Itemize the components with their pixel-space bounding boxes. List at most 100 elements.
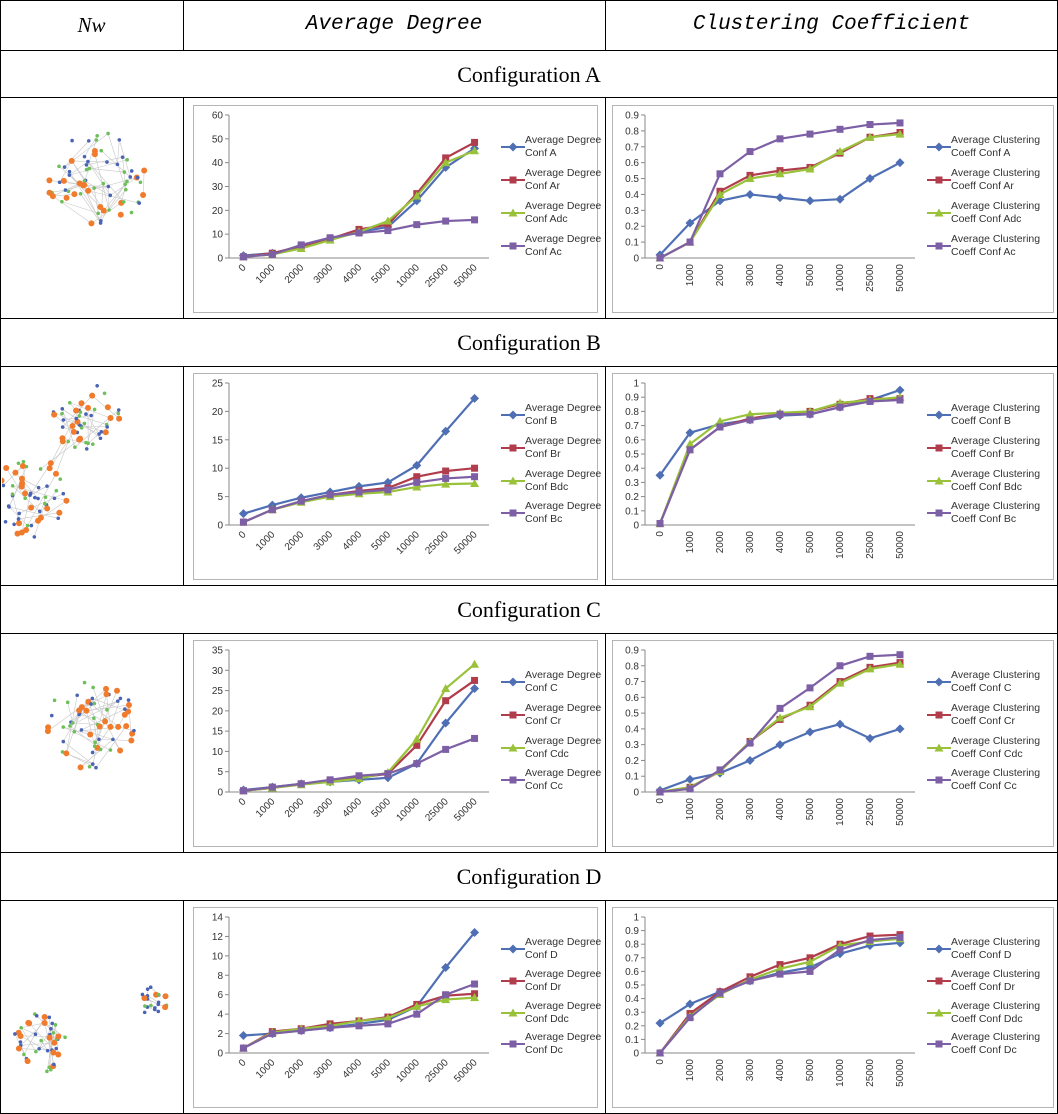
data-point	[776, 740, 785, 749]
x-tick-label: 10000	[835, 798, 846, 826]
network-node	[102, 182, 106, 186]
network-node	[123, 182, 127, 186]
legend-marker	[935, 945, 944, 954]
network-node	[95, 138, 99, 142]
legend-symbol	[501, 677, 525, 687]
legend-entry: Average Degree Conf Bc	[501, 500, 607, 526]
series-line	[660, 655, 900, 792]
network-node	[99, 221, 103, 225]
x-tick-label: 2000	[283, 1057, 307, 1081]
network-node	[13, 1032, 17, 1036]
network-node	[42, 1020, 48, 1026]
y-tick-label: 10	[212, 464, 224, 475]
network-node	[64, 195, 70, 201]
legend-symbol	[501, 142, 525, 152]
network-node	[77, 436, 83, 442]
network-node	[19, 1026, 23, 1030]
x-tick-label: 10000	[394, 262, 422, 290]
network-node	[68, 724, 72, 728]
y-tick-label: 0	[217, 254, 223, 265]
data-point	[657, 1050, 664, 1057]
legend-label: Average Clustering Coeff Conf Cdc	[951, 735, 1051, 761]
network-node	[69, 423, 75, 429]
network-node	[58, 180, 62, 184]
y-tick-label: 0.9	[625, 926, 639, 937]
x-tick-label: 3000	[745, 798, 756, 821]
legend-entry: Average Degree Conf Dc	[501, 1031, 607, 1057]
network-node	[97, 724, 103, 730]
x-tick-label: 0	[237, 529, 249, 541]
network-node	[85, 447, 89, 451]
data-point	[298, 498, 305, 505]
network-node	[85, 188, 91, 194]
network-node	[47, 1035, 53, 1041]
network-edge	[65, 141, 89, 167]
legend-entry: Average Degree Conf Ac	[501, 233, 607, 259]
network-node	[85, 168, 89, 172]
network-node	[123, 707, 127, 711]
legend-entry: Average Clustering Coeff Conf Dc	[927, 1031, 1051, 1057]
legend-marker	[510, 242, 517, 249]
section-title: Configuration D	[0, 853, 1058, 900]
data-point	[687, 446, 694, 453]
network-node	[77, 414, 81, 418]
network-node	[34, 1050, 38, 1054]
data-point	[896, 724, 905, 733]
network-node	[55, 1034, 61, 1040]
data-point	[806, 196, 815, 205]
y-tick-label: 0.6	[625, 967, 639, 978]
x-tick-label: 1000	[685, 264, 696, 287]
network-node	[63, 165, 67, 169]
data-point	[896, 158, 905, 167]
network-node	[11, 492, 15, 496]
network-node	[95, 134, 99, 138]
table-rule	[0, 0, 1, 1114]
legend-marker	[936, 977, 943, 984]
data-point	[269, 506, 276, 513]
x-tick-label: 50000	[452, 529, 480, 557]
x-tick-label: 5000	[369, 1057, 393, 1081]
network-edge	[143, 170, 144, 195]
data-point	[836, 720, 845, 729]
network-node	[68, 170, 72, 174]
network-node	[22, 490, 28, 496]
data-point	[413, 1011, 420, 1018]
network-node	[136, 176, 140, 180]
y-tick-label: 0.5	[625, 174, 639, 185]
network-node	[22, 1053, 26, 1057]
network-node	[33, 535, 37, 539]
network-edge	[88, 162, 110, 196]
legend-label: Average Degree Conf Ar	[525, 167, 607, 193]
data-point	[356, 229, 363, 236]
network-node	[66, 440, 70, 444]
legend-marker	[510, 176, 517, 183]
network-edge	[88, 162, 124, 202]
y-tick-label: 0.7	[625, 953, 639, 964]
y-tick-label: 0.4	[625, 724, 639, 735]
legend-entry: Average Clustering Coeff Conf D	[927, 936, 1051, 962]
network-node	[93, 702, 97, 706]
network-node	[105, 708, 109, 712]
data-point	[240, 1045, 247, 1052]
network-node	[93, 741, 97, 745]
network-node	[106, 132, 110, 136]
data-point	[657, 255, 664, 262]
network-node	[122, 712, 128, 718]
legend-label: Average Clustering Coeff Conf Adc	[951, 200, 1051, 226]
legend-entry: Average Degree Conf D	[501, 936, 607, 962]
x-tick-label: 5000	[369, 796, 393, 820]
data-point	[240, 253, 247, 260]
y-tick-label: 0.2	[625, 756, 639, 767]
network-node	[75, 694, 79, 698]
data-point	[384, 1020, 391, 1027]
legend-label: Average Degree Conf C	[525, 669, 607, 695]
section-title: Configuration A	[0, 51, 1058, 98]
network-node	[16, 520, 22, 526]
data-point	[327, 776, 334, 783]
data-point	[413, 479, 420, 486]
network-node	[84, 412, 88, 416]
legend-marker	[510, 1041, 517, 1048]
legend-symbol	[501, 976, 525, 986]
legend-marker	[936, 242, 943, 249]
